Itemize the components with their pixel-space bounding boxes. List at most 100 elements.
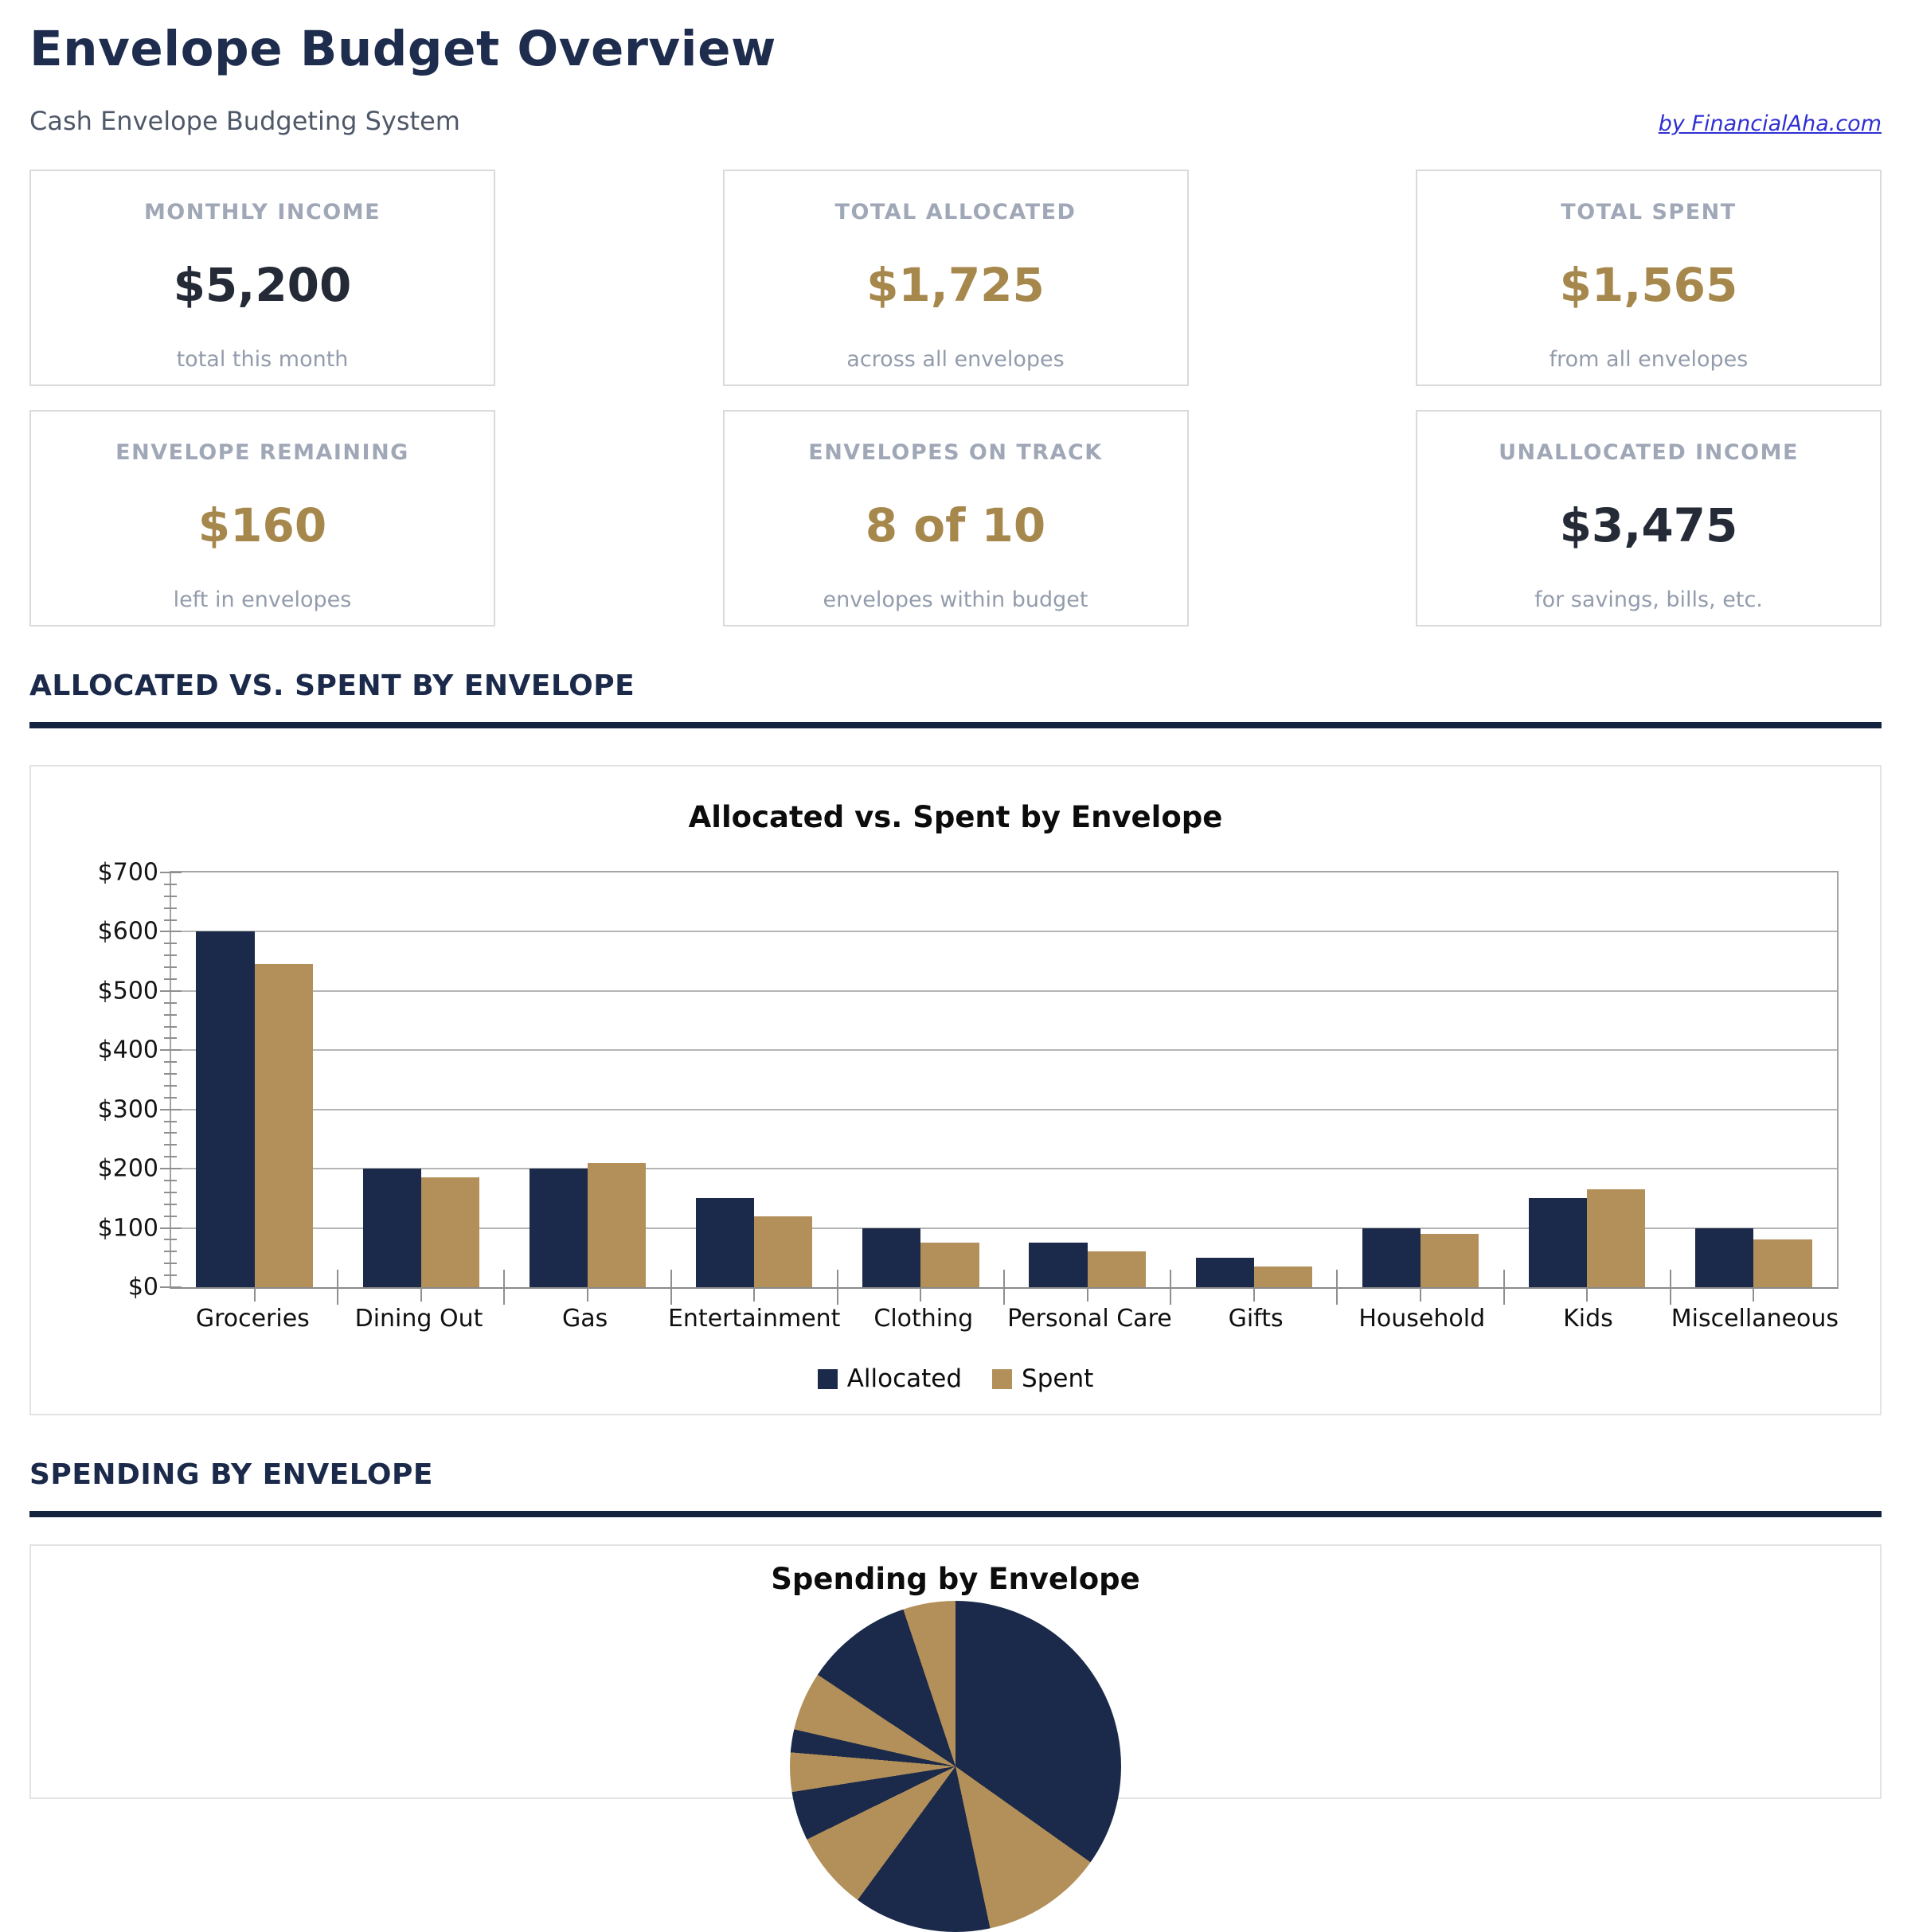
y-axis-tick-minor (164, 1274, 177, 1277)
x-axis-tick-category (920, 1287, 922, 1302)
y-axis-tick-minor (164, 966, 177, 969)
bar-spent (1087, 1251, 1146, 1287)
legend-swatch (817, 1368, 838, 1389)
chart-legend: Allocated Spent (66, 1364, 1845, 1393)
pie-chart-card: Spending by Envelope (29, 1544, 1882, 1932)
x-axis-tick-category (253, 1287, 256, 1302)
bar-group (1504, 872, 1671, 1287)
stat-card-value: $160 (197, 498, 327, 552)
y-axis-tick-major (160, 931, 182, 933)
pie-chart-title: Spending by Envelope (771, 1562, 1140, 1596)
stat-card-sublabel: for savings, bills, etc. (1534, 587, 1763, 612)
x-axis-category-label: Miscellaneous (1671, 1305, 1839, 1333)
bar-spent (920, 1243, 979, 1287)
stat-card: ENVELOPE REMAINING $160 left in envelopes (29, 410, 495, 626)
stat-card: ENVELOPES ON TRACK 8 of 10 envelopes withi… (722, 410, 1189, 626)
bar-spent (588, 1162, 647, 1287)
bar-chart-title: Allocated vs. Spent by Envelope (688, 800, 1223, 834)
y-axis-tick-minor (164, 919, 177, 921)
gridline (171, 931, 1837, 933)
x-axis-tick-category (1420, 1287, 1421, 1302)
y-axis-label: $200 (97, 1154, 158, 1183)
stat-card-label: MONTHLY INCOME (143, 200, 381, 224)
x-axis-category-label: Clothing (873, 1305, 974, 1333)
stat-card-value: $3,475 (1559, 498, 1738, 552)
y-axis-tick-minor (164, 1180, 177, 1182)
y-axis-label: $100 (97, 1214, 158, 1243)
bar-spent (1753, 1239, 1812, 1287)
y-axis-tick-minor (164, 943, 177, 945)
stat-card-value: 8 of 10 (865, 498, 1046, 552)
x-axis-tick-boundary (836, 1270, 838, 1305)
x-axis-category-label: Personal Care (1007, 1305, 1172, 1333)
y-axis-tick-major (160, 872, 182, 873)
section-divider (29, 722, 1882, 728)
y-axis-tick-minor (164, 1132, 177, 1134)
bar-group (1671, 872, 1837, 1287)
attribution-link[interactable]: by FinancialAha.com (1658, 111, 1882, 136)
bar-spent (1587, 1189, 1646, 1287)
x-axis-tick-boundary (1170, 1270, 1172, 1305)
bar-spent (254, 964, 313, 1287)
x-axis-category-label: Entertainment (667, 1305, 841, 1333)
x-axis-tick-category (587, 1287, 588, 1302)
y-axis-tick-minor (164, 1215, 177, 1217)
x-axis-tick-category (420, 1287, 422, 1302)
legend-label: Spent (1022, 1364, 1094, 1393)
stat-card-label: TOTAL ALLOCATED (834, 200, 1077, 224)
bar-groups (171, 872, 1837, 1287)
y-axis-tick-minor (164, 954, 177, 957)
y-axis-tick-minor (164, 883, 177, 885)
bar-spent (420, 1177, 480, 1287)
bar-allocated (529, 1169, 588, 1287)
y-axis-tick-major (160, 1108, 182, 1110)
stat-card-label: UNALLOCATED INCOME (1499, 440, 1799, 465)
y-axis-tick-major (160, 1286, 182, 1288)
stat-card-value: $1,565 (1559, 258, 1738, 312)
bar-spent (1421, 1234, 1479, 1287)
y-axis-label: $300 (97, 1095, 158, 1124)
x-axis-category-label: Household (1358, 1305, 1486, 1333)
x-axis-category-label: Gas (562, 1305, 608, 1333)
bar-group (838, 872, 1004, 1287)
stat-card: MONTHLY INCOME $5,200 total this month (29, 170, 495, 386)
bar-spent (1253, 1266, 1313, 1287)
gridline (171, 1227, 1837, 1229)
y-axis-tick-minor (164, 1156, 177, 1158)
bar-chart-card: Allocated vs. Spent by Envelope $0 $100 $2… (29, 765, 1882, 1415)
stat-card-value: $1,725 (866, 258, 1045, 312)
bar-group (171, 872, 338, 1287)
y-axis-label: $600 (97, 917, 158, 946)
x-axis-tick-category (1086, 1287, 1088, 1302)
y-axis-tick-minor (164, 1191, 177, 1193)
section-heading-allocated-vs-spent: ALLOCATED VS. SPENT BY ENVELOPE (29, 669, 635, 702)
y-axis-tick-minor (164, 1263, 177, 1265)
y-axis-tick-minor (164, 895, 177, 897)
y-axis-tick-minor (164, 1084, 177, 1087)
page: Envelope Budget Overview Cash Envelope B… (29, 21, 1882, 1932)
bar-spent (754, 1216, 813, 1287)
y-axis-tick-minor (164, 1120, 177, 1122)
legend-item-spent: Spent (992, 1364, 1093, 1393)
y-axis-tick-major (160, 1049, 182, 1052)
y-axis-tick-major (160, 1168, 182, 1170)
stat-card-sublabel: left in envelopes (173, 587, 352, 612)
stat-card-value: $5,200 (173, 258, 352, 312)
plot-area: $0 $100 $200 $300 $400 $500 $600 $700 (98, 859, 1839, 1305)
y-axis-tick-minor (164, 1025, 177, 1028)
page-title: Envelope Budget Overview (29, 21, 776, 77)
x-axis-tick-boundary (337, 1270, 339, 1305)
pie-chart (790, 1601, 1121, 1932)
bar-allocated (362, 1169, 421, 1287)
x-axis-tick-category (1753, 1287, 1755, 1302)
x-axis-tick-boundary (1669, 1270, 1671, 1305)
y-axis-tick-minor (164, 1144, 177, 1146)
y-axis-tick-minor (164, 1061, 177, 1064)
stat-card-sublabel: envelopes within budget (823, 587, 1088, 612)
bar-allocated (1529, 1198, 1588, 1287)
legend-label: Allocated (846, 1364, 963, 1393)
bar-allocated (1695, 1228, 1754, 1287)
y-axis-tick-minor (164, 907, 177, 909)
y-axis-tick-minor (164, 1037, 177, 1040)
gridline (171, 989, 1837, 992)
